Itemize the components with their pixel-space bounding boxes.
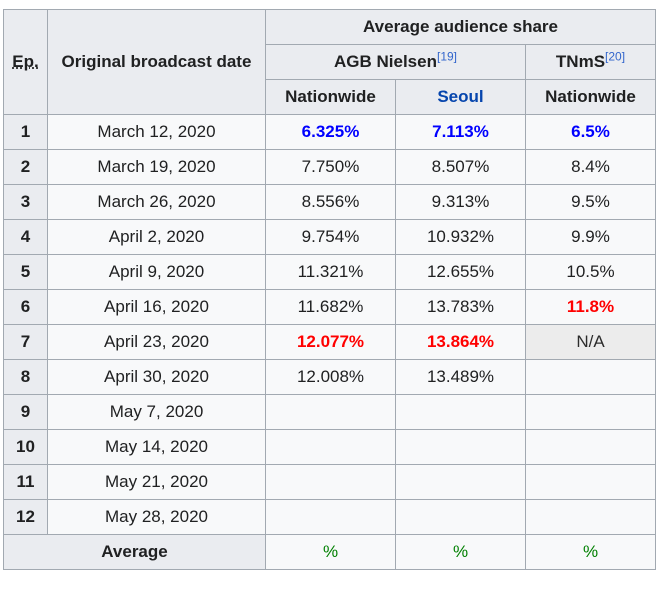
agb-nationwide-value <box>265 429 396 465</box>
average-label: Average <box>3 534 266 570</box>
table-row: 6 April 16, 2020 11.682% 13.783% 11.8% <box>3 289 656 325</box>
episode-number: 5 <box>3 254 48 290</box>
average-agb-seoul: % <box>395 534 526 570</box>
agb-nationwide-value <box>265 464 396 500</box>
agb-seoul-value: 9.313% <box>395 184 526 220</box>
tnms-nationwide-value: 11.8% <box>525 289 656 325</box>
header-row-regions: Nationwide Seoul Nationwide <box>4 79 656 115</box>
episode-number: 8 <box>3 359 48 395</box>
episode-number: 6 <box>3 289 48 325</box>
agb-seoul-value <box>395 499 526 535</box>
agb-seoul-value: 7.113% <box>395 114 526 150</box>
broadcast-date: March 12, 2020 <box>47 114 266 150</box>
seoul-link[interactable]: Seoul <box>437 87 484 106</box>
broadcast-date: April 23, 2020 <box>47 324 266 360</box>
broadcast-date: April 30, 2020 <box>47 359 266 395</box>
agb-nielsen-header: AGB Nielsen[19] <box>265 44 526 80</box>
agb-nationwide-value: 9.754% <box>265 219 396 255</box>
ratings-table: Ep. Original broadcast date Average audi… <box>3 9 656 570</box>
episode-number: 4 <box>3 219 48 255</box>
table-row: 8 April 30, 2020 12.008% 13.489% <box>3 359 656 395</box>
tnms-nationwide-value <box>525 464 656 500</box>
table-row: 12 May 28, 2020 <box>3 499 656 535</box>
broadcast-date: March 26, 2020 <box>47 184 266 220</box>
agb-nationwide-header: Nationwide <box>265 79 396 115</box>
agb-nationwide-value: 11.321% <box>265 254 396 290</box>
tnms-reference-link[interactable]: [20] <box>605 49 626 64</box>
episode-number: 7 <box>3 324 48 360</box>
agb-nationwide-value: 6.325% <box>265 114 396 150</box>
tnms-nationwide-value <box>525 394 656 430</box>
broadcast-date: May 7, 2020 <box>47 394 266 430</box>
agb-nationwide-value: 12.077% <box>265 324 396 360</box>
table-row: 5 April 9, 2020 11.321% 12.655% 10.5% <box>3 254 656 290</box>
agb-nationwide-value: 12.008% <box>265 359 396 395</box>
agb-seoul-value: 10.932% <box>395 219 526 255</box>
episode-number: 11 <box>3 464 48 500</box>
tnms-nationwide-value: 8.4% <box>525 149 656 185</box>
tnms-nationwide-header: Nationwide <box>525 79 656 115</box>
broadcast-date: May 28, 2020 <box>47 499 266 535</box>
ratings-table-wrapper: Ep. Original broadcast date Average audi… <box>3 9 656 570</box>
broadcast-date: March 19, 2020 <box>47 149 266 185</box>
average-row: Average % % % <box>3 534 656 570</box>
episode-number: 2 <box>3 149 48 185</box>
agb-seoul-value: 13.783% <box>395 289 526 325</box>
table-row: 3 March 26, 2020 8.556% 9.313% 9.5% <box>3 184 656 220</box>
episode-number: 9 <box>3 394 48 430</box>
tnms-label: TNmS <box>555 52 606 71</box>
agb-nationwide-value <box>265 394 396 430</box>
agb-seoul-value: 12.655% <box>395 254 526 290</box>
episode-number: 3 <box>3 184 48 220</box>
table-row: 9 May 7, 2020 <box>3 394 656 430</box>
tnms-nationwide-value: 9.5% <box>525 184 656 220</box>
agb-seoul-value: 13.864% <box>395 324 526 360</box>
agb-seoul-value: 13.489% <box>395 359 526 395</box>
tnms-nationwide-value <box>525 499 656 535</box>
average-agb-nationwide: % <box>265 534 396 570</box>
tnms-nationwide-value: 10.5% <box>525 254 656 290</box>
tnms-nationwide-value: 6.5% <box>525 114 656 150</box>
table-row: 7 April 23, 2020 12.077% 13.864% N/A <box>3 324 656 360</box>
agb-seoul-header[interactable]: Seoul <box>395 79 526 115</box>
agb-seoul-value <box>395 429 526 465</box>
agb-nielsen-label: AGB Nielsen <box>334 52 437 71</box>
header-row-sources: AGB Nielsen[19] TNmS[20] <box>4 44 656 80</box>
audience-share-header: Average audience share <box>265 9 656 45</box>
table-row: 2 March 19, 2020 7.750% 8.507% 8.4% <box>3 149 656 185</box>
broadcast-date: April 2, 2020 <box>47 219 266 255</box>
header-row-group: Ep. Original broadcast date Average audi… <box>3 9 656 115</box>
average-tnms-nationwide: % <box>525 534 656 570</box>
table-row: 10 May 14, 2020 <box>3 429 656 465</box>
table-row: 11 May 21, 2020 <box>3 464 656 500</box>
episode-number: 10 <box>3 429 48 465</box>
episode-number: 1 <box>3 114 48 150</box>
agb-seoul-value: 8.507% <box>395 149 526 185</box>
agb-nationwide-value: 11.682% <box>265 289 396 325</box>
date-header: Original broadcast date <box>47 9 266 115</box>
agb-nationwide-value: 8.556% <box>265 184 396 220</box>
broadcast-date: April 16, 2020 <box>47 289 266 325</box>
ep-header[interactable]: Ep. <box>3 9 48 115</box>
tnms-nationwide-value: N/A <box>525 324 656 360</box>
broadcast-date: April 9, 2020 <box>47 254 266 290</box>
ep-header-label[interactable]: Ep. <box>12 52 39 71</box>
agb-seoul-value <box>395 464 526 500</box>
tnms-nationwide-value: 9.9% <box>525 219 656 255</box>
agb-nationwide-value: 7.750% <box>265 149 396 185</box>
tnms-nationwide-value <box>525 429 656 465</box>
agb-reference-link[interactable]: [19] <box>436 49 457 64</box>
broadcast-date: May 21, 2020 <box>47 464 266 500</box>
tnms-header: TNmS[20] <box>525 44 656 80</box>
broadcast-date: May 14, 2020 <box>47 429 266 465</box>
table-row: 1 March 12, 2020 6.325% 7.113% 6.5% <box>3 114 656 150</box>
table-row: 4 April 2, 2020 9.754% 10.932% 9.9% <box>3 219 656 255</box>
agb-seoul-value <box>395 394 526 430</box>
episode-number: 12 <box>3 499 48 535</box>
tnms-nationwide-value <box>525 359 656 395</box>
agb-nationwide-value <box>265 499 396 535</box>
